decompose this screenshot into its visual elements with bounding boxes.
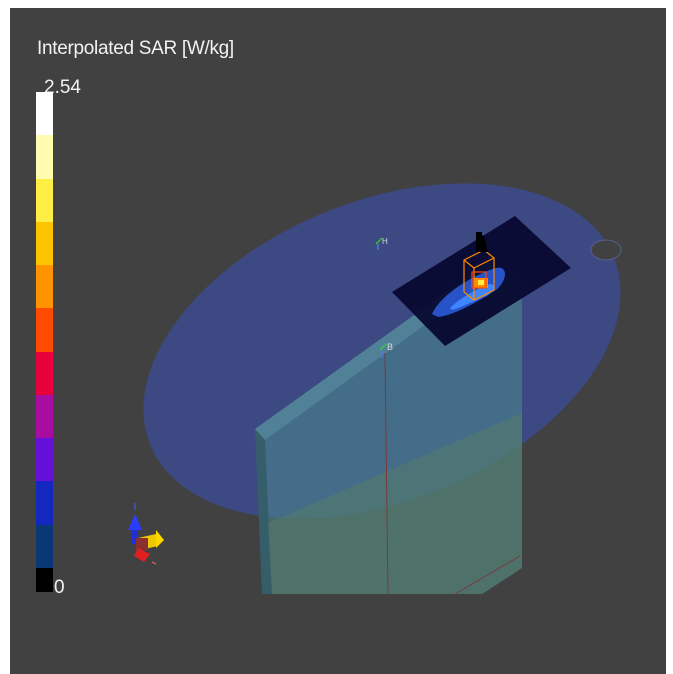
colorbar-segment (36, 394, 53, 439)
colorbar-segment (36, 92, 53, 136)
orientation-axes-triad[interactable] (128, 503, 164, 565)
slab-side-face (255, 429, 272, 594)
probe-h-label: H (382, 237, 388, 246)
probe-marker-b: B (379, 342, 393, 358)
sar-colorbar (36, 92, 53, 592)
colorbar-segment (36, 178, 53, 222)
sar-peak-center (478, 280, 484, 285)
colorbar-segment (36, 524, 53, 568)
colorbar-segment (36, 265, 53, 309)
colorbar-segment (36, 308, 53, 352)
colorbar-segment (36, 221, 53, 266)
colorbar-segment (36, 351, 53, 395)
colorbar-segment (36, 481, 53, 525)
colorbar-segment (36, 567, 53, 592)
slab-axis-line (384, 352, 389, 595)
sar-scene[interactable]: H B (10, 8, 666, 674)
colorbar-segment (36, 438, 53, 482)
colorbar-title: Interpolated SAR [W/kg] (37, 38, 234, 59)
3d-viewport[interactable]: H B Interpolated SAR [W/kg] 2.54 0 (10, 8, 666, 674)
phantom-hole (590, 239, 622, 261)
colorbar-segment (36, 135, 53, 179)
slab-lower-face (268, 413, 522, 594)
colorbar-min-label: 0 (54, 577, 65, 598)
slab-bottom-line (454, 555, 521, 595)
device-top (476, 232, 488, 252)
probe-b-label: B (387, 342, 393, 352)
colorbar-max-label: 2.54 (44, 77, 81, 98)
probe-marker-h: H (375, 237, 388, 250)
sar-hotspot-core (450, 284, 494, 310)
